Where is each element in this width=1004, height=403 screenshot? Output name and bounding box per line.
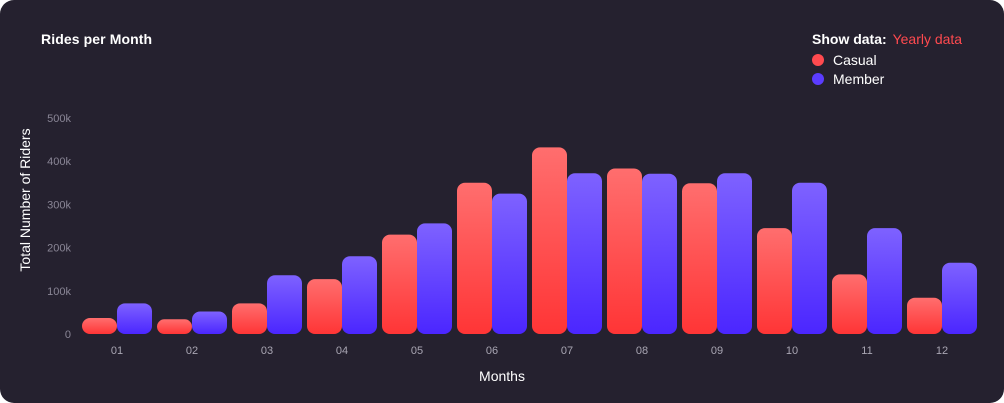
legend-label-casual: Casual <box>833 51 877 68</box>
x-tick-label: 08 <box>636 345 648 357</box>
x-tick-label: 10 <box>786 345 798 357</box>
bar-casual[interactable] <box>157 319 192 334</box>
show-data-selector[interactable]: Show data: Yearly data <box>812 31 962 47</box>
y-tick-label: 300k <box>47 199 71 211</box>
bar-casual[interactable] <box>832 274 867 334</box>
bar-member[interactable] <box>192 311 227 334</box>
bar-member[interactable] <box>567 173 602 334</box>
x-tick-label: 12 <box>936 345 948 357</box>
x-tick-label: 04 <box>336 345 348 357</box>
bar-casual[interactable] <box>382 234 417 334</box>
y-axis-label: Total Number of Riders <box>17 128 33 271</box>
x-tick-label: 05 <box>411 345 423 357</box>
legend-swatch-member <box>812 72 824 85</box>
bar-casual[interactable] <box>532 147 567 334</box>
legend-swatch-casual <box>812 53 824 66</box>
bar-member[interactable] <box>642 173 677 334</box>
bar-casual[interactable] <box>457 182 492 334</box>
bars <box>82 147 977 334</box>
bar-member[interactable] <box>117 303 152 334</box>
legend: Casual Member <box>812 50 884 88</box>
y-tick-label: 0 <box>65 329 71 341</box>
bar-member[interactable] <box>792 182 827 334</box>
bar-casual[interactable] <box>307 279 342 334</box>
legend-label-member: Member <box>833 70 885 87</box>
show-data-label: Show data: <box>812 31 887 47</box>
chart-title: Rides per Month <box>41 31 153 47</box>
bar-member[interactable] <box>867 228 902 334</box>
legend-item-member[interactable]: Member <box>812 69 884 88</box>
bar-casual[interactable] <box>907 297 942 334</box>
x-axis-ticks: 01 02 03 04 05 06 07 08 09 10 11 12 <box>111 345 948 357</box>
bar-member[interactable] <box>492 193 527 334</box>
bar-casual[interactable] <box>757 228 792 334</box>
legend-item-casual[interactable]: Casual <box>812 50 884 69</box>
y-tick-label: 100k <box>47 286 71 298</box>
x-axis-label: Months <box>479 368 525 384</box>
y-axis-ticks: 0 100k 200k 300k 400k 500k <box>47 113 71 341</box>
bar-casual[interactable] <box>232 303 267 334</box>
x-tick-label: 06 <box>486 345 498 357</box>
bar-member[interactable] <box>417 223 452 334</box>
bar-member[interactable] <box>942 262 977 334</box>
x-tick-label: 09 <box>711 345 723 357</box>
y-tick-label: 200k <box>47 243 71 255</box>
x-tick-label: 02 <box>186 345 198 357</box>
x-tick-label: 03 <box>261 345 273 357</box>
x-tick-label: 11 <box>861 345 872 357</box>
bar-casual[interactable] <box>682 183 717 334</box>
y-tick-label: 400k <box>47 156 71 168</box>
bar-member[interactable] <box>267 275 302 334</box>
bar-member[interactable] <box>342 256 377 334</box>
x-tick-label: 01 <box>111 345 123 357</box>
x-tick-label: 07 <box>561 345 573 357</box>
bar-member[interactable] <box>717 173 752 334</box>
bar-casual[interactable] <box>607 168 642 334</box>
y-tick-label: 500k <box>47 113 71 125</box>
bar-casual[interactable] <box>82 318 117 334</box>
show-data-value[interactable]: Yearly data <box>892 31 963 47</box>
